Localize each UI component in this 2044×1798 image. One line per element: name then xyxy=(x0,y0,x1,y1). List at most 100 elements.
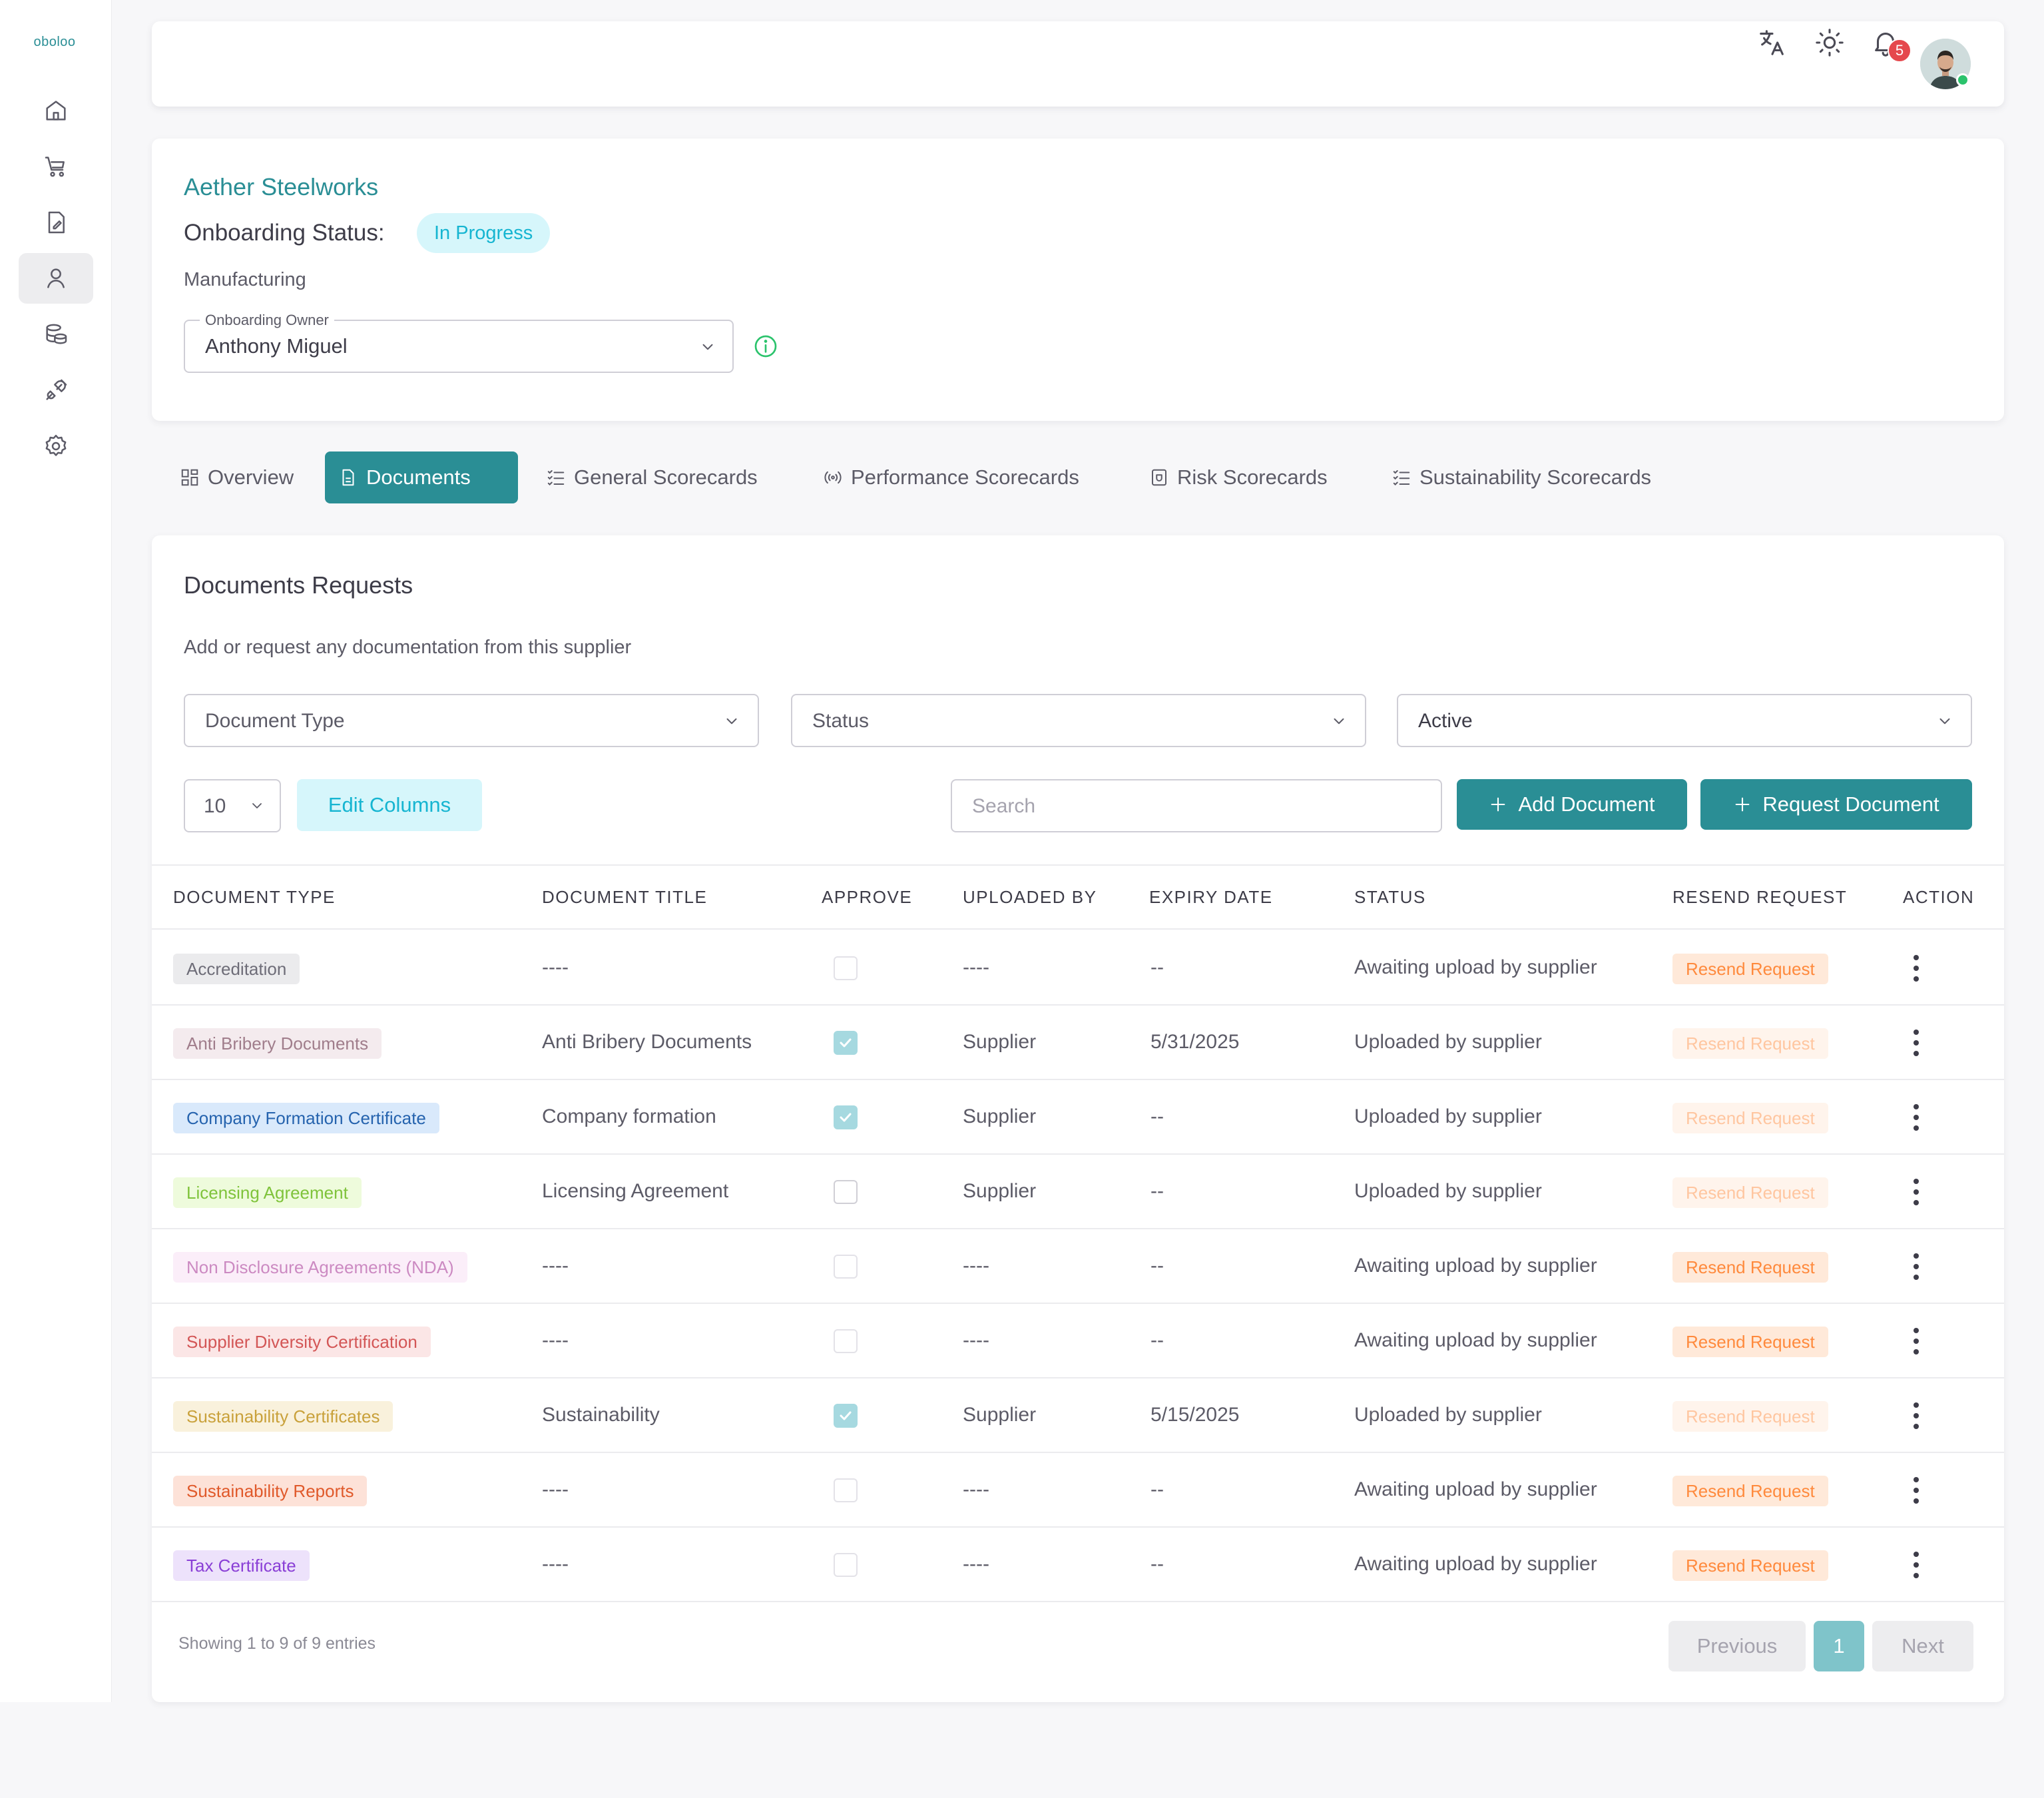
column-expiry-date[interactable]: EXPIRY DATE xyxy=(1149,887,1273,907)
tab-risk-scorecards[interactable]: Risk Scorecards xyxy=(1136,451,1341,503)
notification-count-badge: 5 xyxy=(1888,39,1912,63)
row-actions-button[interactable] xyxy=(1910,1327,1923,1356)
user-avatar[interactable] xyxy=(1920,39,1971,89)
approve-checkbox[interactable] xyxy=(834,956,858,980)
sidebar-item-cart[interactable] xyxy=(19,141,93,192)
document-title-cell: ---- xyxy=(542,956,569,978)
more-vertical-icon xyxy=(1914,1402,1919,1429)
sidebar-item-suppliers[interactable] xyxy=(19,253,93,304)
resend-request-button: Resend Request xyxy=(1672,1401,1828,1432)
onboarding-owner-value: Anthony Miguel xyxy=(205,334,348,358)
home-icon xyxy=(46,101,66,121)
column-status[interactable]: STATUS xyxy=(1354,887,1426,907)
sidebar-item-home[interactable] xyxy=(19,85,93,136)
info-icon[interactable] xyxy=(752,333,779,360)
document-type-chip: Accreditation xyxy=(173,954,300,984)
tab-performance-scorecards[interactable]: Performance Scorecards xyxy=(810,451,1093,503)
onboarding-owner-label: Onboarding Owner xyxy=(200,312,334,329)
resend-request-button[interactable]: Resend Request xyxy=(1672,1252,1828,1283)
app-logo[interactable]: oboloo xyxy=(33,35,76,49)
sidebar-item-settings[interactable] xyxy=(19,421,93,471)
documents-requests-card: Documents Requests Add or request any do… xyxy=(152,535,2004,1702)
tab-documents[interactable]: Documents xyxy=(325,451,518,503)
column-uploaded-by[interactable]: UPLOADED BY xyxy=(963,887,1097,907)
row-actions-button[interactable] xyxy=(1910,1177,1923,1207)
approve-checkbox[interactable] xyxy=(834,1255,858,1279)
approve-checkbox[interactable] xyxy=(834,1553,858,1577)
page-size-select[interactable]: 10 xyxy=(184,779,281,832)
tab-general-scorecards[interactable]: General Scorecards xyxy=(533,451,771,503)
column-resend-request[interactable]: RESEND REQUEST xyxy=(1672,887,1848,907)
status-cell: Awaiting upload by supplier xyxy=(1354,1255,1597,1277)
column-document-type[interactable]: DOCUMENT TYPE xyxy=(173,887,336,907)
language-button[interactable] xyxy=(1754,24,1791,61)
table-row: Licensing Agreement Licensing Agreement Su… xyxy=(152,1155,2004,1229)
active-filter[interactable]: Active xyxy=(1397,694,1972,747)
document-type-filter[interactable]: Document Type xyxy=(184,694,759,747)
approve-checkbox[interactable] xyxy=(834,1329,858,1353)
row-actions-button[interactable] xyxy=(1910,1550,1923,1580)
status-filter[interactable]: Status xyxy=(791,694,1366,747)
plus-icon xyxy=(1491,797,1505,812)
approve-checkbox[interactable] xyxy=(834,1180,858,1204)
row-actions-button[interactable] xyxy=(1910,1401,1923,1430)
approve-checkbox[interactable] xyxy=(834,1105,858,1129)
tab-overview[interactable]: Overview xyxy=(166,451,307,503)
more-vertical-icon xyxy=(1914,1552,1919,1578)
sidebar-item-finance[interactable] xyxy=(19,309,93,360)
chevron-down-icon xyxy=(1334,718,1344,725)
column-document-title[interactable]: DOCUMENT TITLE xyxy=(542,887,708,907)
pagination-previous-button[interactable]: Previous xyxy=(1668,1621,1806,1671)
row-actions-button[interactable] xyxy=(1910,1103,1923,1132)
search-input[interactable]: Search xyxy=(951,779,1442,832)
document-title-cell: Company formation xyxy=(542,1105,716,1127)
database-icon xyxy=(46,324,67,344)
approve-checkbox[interactable] xyxy=(834,1031,858,1055)
status-cell: Uploaded by supplier xyxy=(1354,1031,1542,1053)
status-cell: Awaiting upload by supplier xyxy=(1354,1329,1597,1351)
sidebar-item-integrations[interactable] xyxy=(19,365,93,416)
checkmark-icon xyxy=(840,1038,852,1048)
document-type-chip: Anti Bribery Documents xyxy=(173,1028,382,1059)
sidebar-item-contracts[interactable] xyxy=(19,197,93,248)
row-actions-button[interactable] xyxy=(1910,1028,1923,1057)
more-vertical-icon xyxy=(1914,1030,1919,1056)
pagination-page-button[interactable]: 1 xyxy=(1814,1621,1864,1671)
add-document-button[interactable]: Add Document xyxy=(1457,779,1687,830)
row-actions-button[interactable] xyxy=(1910,954,1923,983)
document-type-chip: Supplier Diversity Certification xyxy=(173,1327,431,1357)
resend-request-button[interactable]: Resend Request xyxy=(1672,954,1828,984)
onboarding-owner-select[interactable]: Onboarding Owner Anthony Miguel xyxy=(184,312,734,373)
resend-request-button[interactable]: Resend Request xyxy=(1672,1327,1828,1357)
row-actions-button[interactable] xyxy=(1910,1252,1923,1281)
resend-request-button[interactable]: Resend Request xyxy=(1672,1550,1828,1581)
more-vertical-icon xyxy=(1914,1253,1919,1280)
onboarding-status-label: Onboarding Status: xyxy=(184,220,385,246)
tab-sustainability-scorecards[interactable]: Sustainability Scorecards xyxy=(1378,451,1664,503)
document-type-chip: Tax Certificate xyxy=(173,1550,310,1581)
online-status-indicator xyxy=(1956,73,1969,87)
uploaded-by-cell: ---- xyxy=(963,956,989,978)
plus-icon xyxy=(1735,797,1750,812)
documents-title: Documents Requests xyxy=(184,571,413,599)
document-title-cell: ---- xyxy=(542,1478,569,1500)
gear-icon xyxy=(45,434,67,456)
column-approve[interactable]: APPROVE xyxy=(822,887,913,907)
tab-documents-label: Documents xyxy=(366,465,471,489)
request-document-button[interactable]: Request Document xyxy=(1700,779,1972,830)
table-row: Tax Certificate ---- ---- -- Awaiting upload… xyxy=(152,1528,2004,1602)
more-vertical-icon xyxy=(1914,955,1919,982)
approve-checkbox[interactable] xyxy=(834,1478,858,1502)
approve-checkbox[interactable] xyxy=(834,1404,858,1428)
expiry-date-cell: 5/31/2025 xyxy=(1150,1031,1240,1053)
table-row: Sustainability Reports ---- ---- -- Awaiting… xyxy=(152,1453,2004,1528)
row-actions-button[interactable] xyxy=(1910,1476,1923,1505)
expiry-date-cell: -- xyxy=(1150,1553,1164,1575)
edit-columns-button[interactable]: Edit Columns xyxy=(297,779,482,831)
theme-toggle-button[interactable] xyxy=(1811,24,1848,61)
document-title-cell: Licensing Agreement xyxy=(542,1180,729,1202)
pagination-next-button[interactable]: Next xyxy=(1872,1621,1973,1671)
user-icon xyxy=(47,268,65,288)
resend-request-button[interactable]: Resend Request xyxy=(1672,1476,1828,1506)
search-placeholder: Search xyxy=(972,795,1036,817)
